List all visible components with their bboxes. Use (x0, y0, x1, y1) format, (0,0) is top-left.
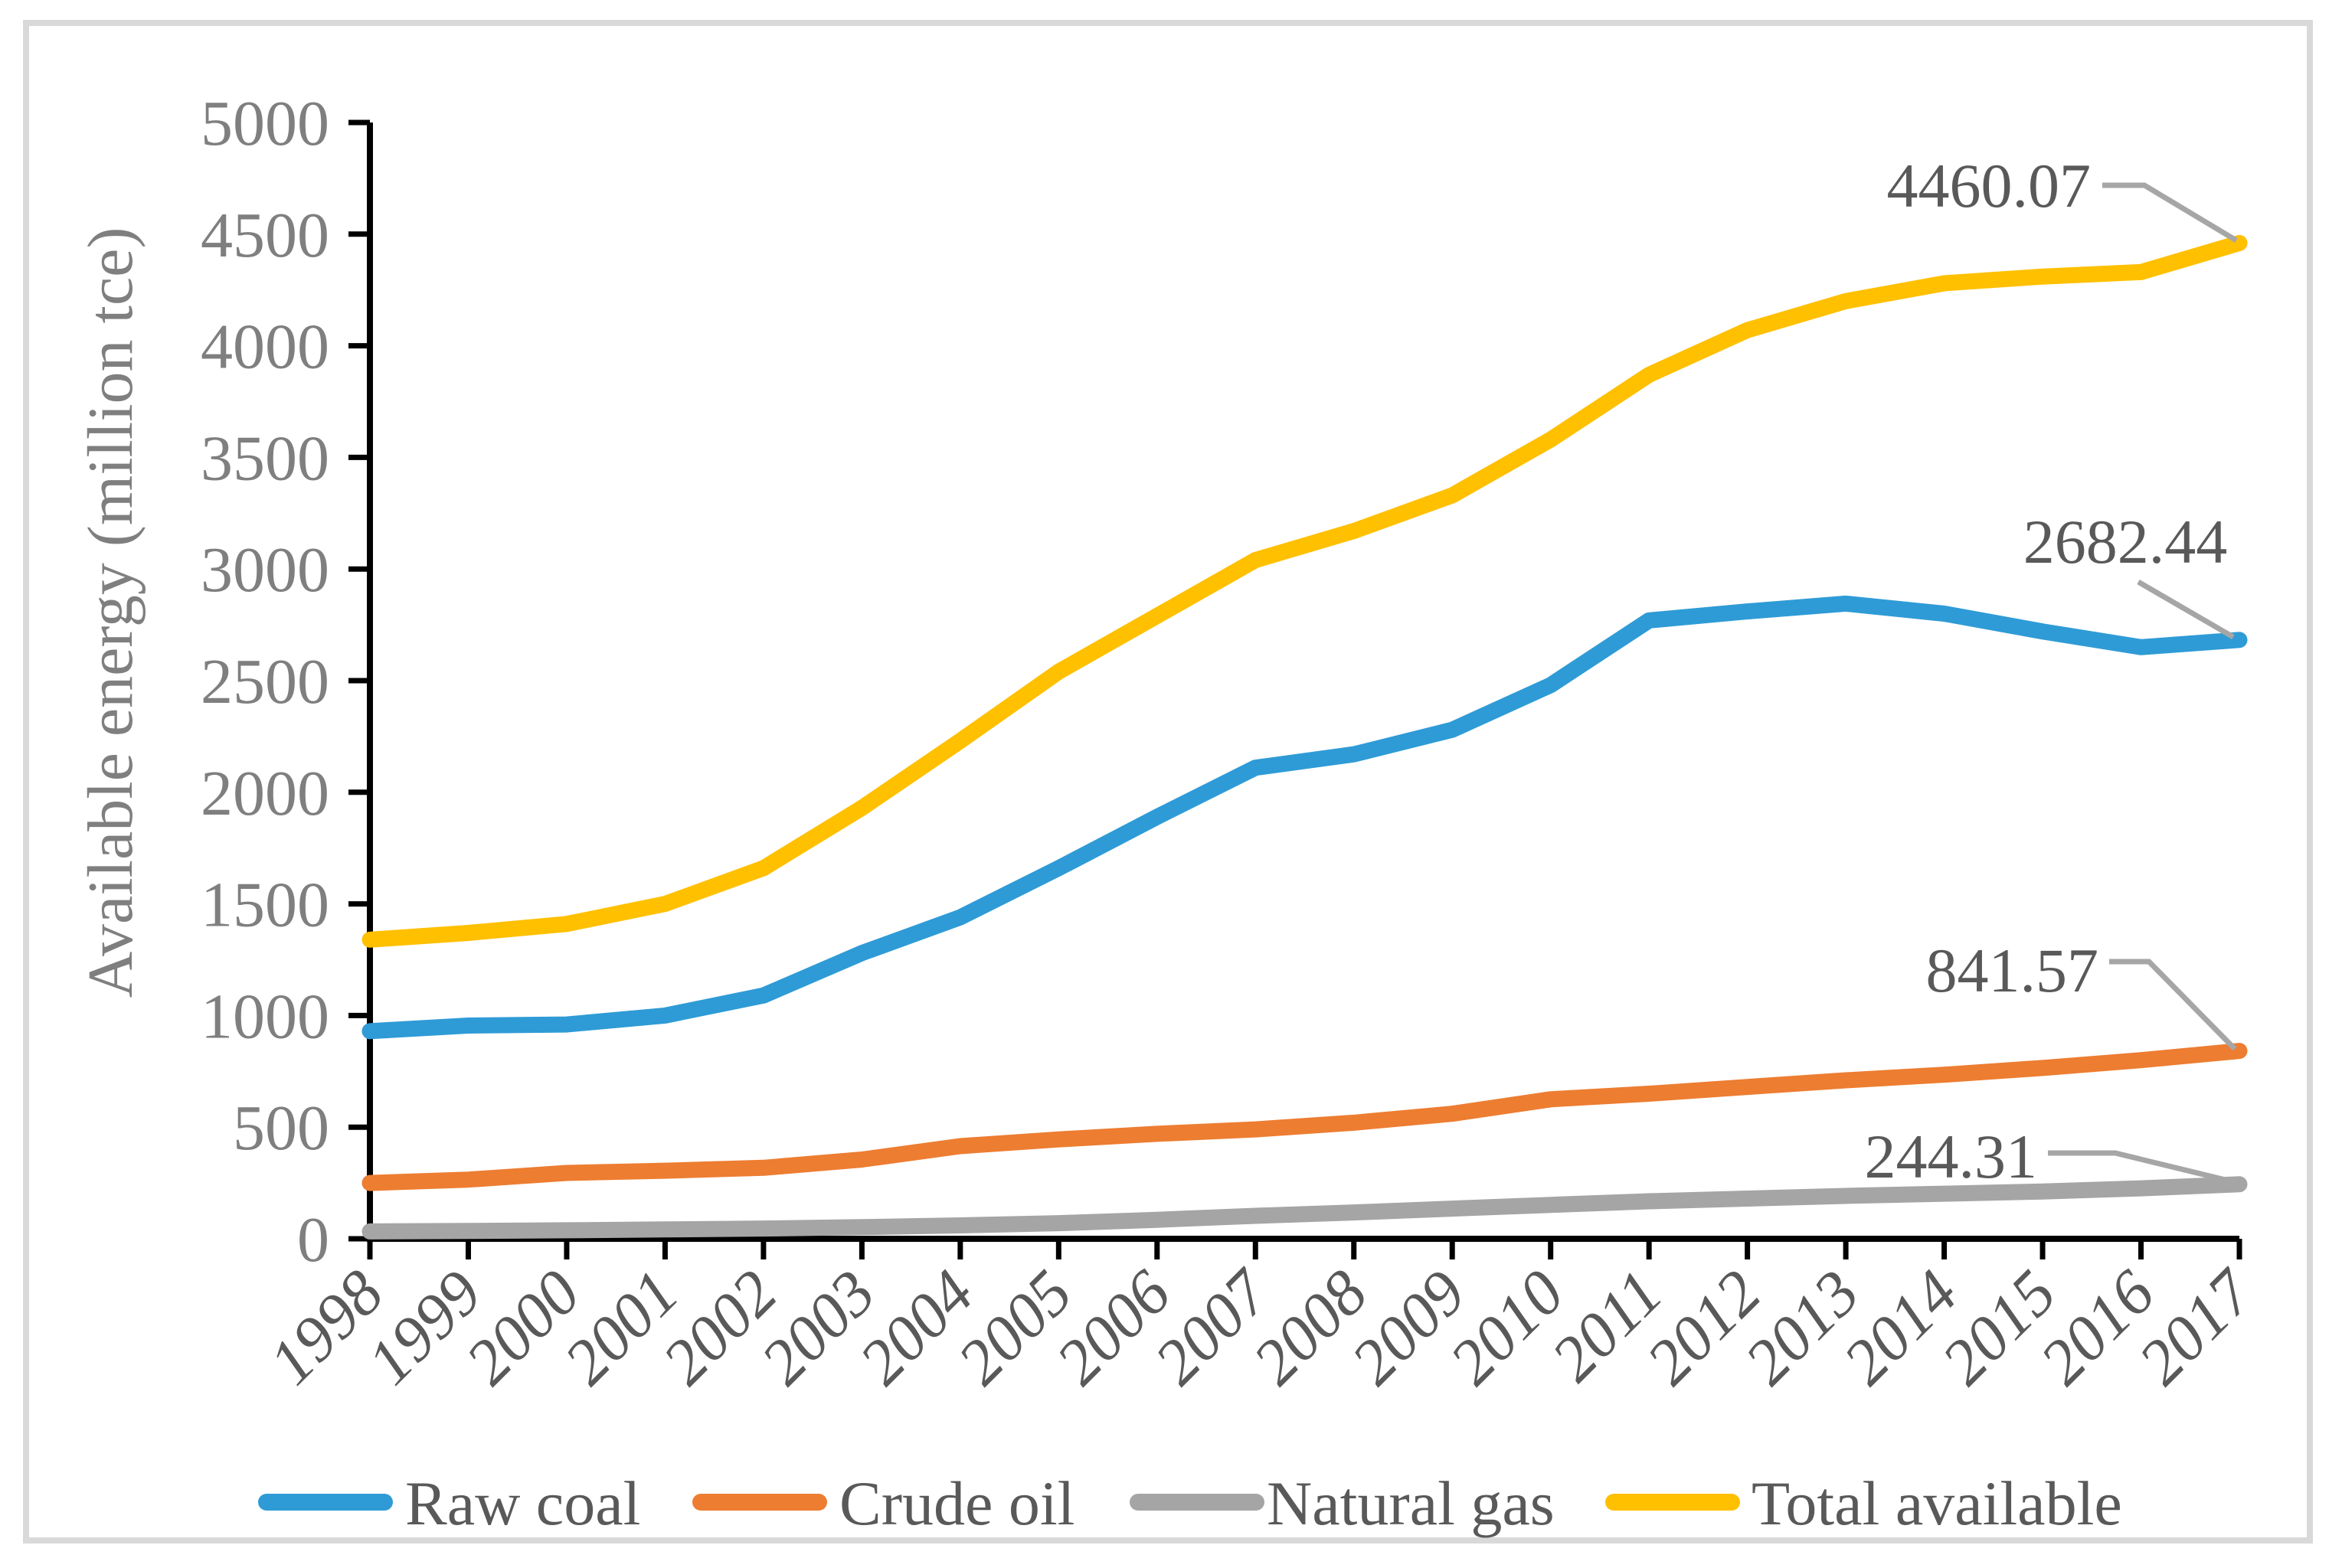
figure-border (23, 20, 2313, 1544)
y-tick-label-3500: 3500 (201, 423, 329, 494)
leader-raw-coal (2137, 579, 2235, 640)
legend-label-natural-gas: Natural gas (1267, 1468, 1555, 1538)
data-label-leaders (2048, 182, 2238, 1185)
leader-natural-gas (2048, 1150, 2236, 1185)
data-label-crude-oil: 841.57 (1926, 936, 2099, 1005)
series-line-total-available (361, 234, 2248, 948)
legend-label-total-available: Total available (1752, 1468, 2122, 1538)
y-axis-ticks: 0 500 1000 1500 2000 2500 3000 3500 4000 4500 5000 (201, 88, 370, 1276)
y-tick-label-4500: 4500 (201, 200, 329, 271)
data-label-natural-gas: 244.31 (1865, 1122, 2038, 1191)
legend-label-raw-coal: Raw coal (405, 1468, 640, 1538)
y-tick-label-2000: 2000 (201, 758, 329, 829)
y-tick-label-1000: 1000 (201, 981, 329, 1052)
y-tick-label-2500: 2500 (201, 646, 329, 717)
legend-label-crude-oil: Crude oil (839, 1468, 1075, 1538)
data-label-raw-coal: 2682.44 (2023, 507, 2228, 577)
data-labels: 4460.07 2682.44 841.57 244.31 (1865, 151, 2228, 1191)
data-label-total-available: 4460.07 (1887, 151, 2092, 220)
legend: Raw coal Crude oil Natural gas Total availa… (258, 1468, 2122, 1538)
y-tick-label-3000: 3000 (201, 534, 329, 606)
x-tick-label-2017: 2017 (2125, 1256, 2268, 1399)
series-line-raw-coal (361, 595, 2248, 1040)
y-tick-label-4000: 4000 (201, 312, 329, 383)
series-line-crude-oil (361, 1043, 2248, 1191)
leader-crude-oil (2109, 959, 2237, 1051)
y-tick-label-0: 0 (297, 1204, 329, 1276)
series-line-natural-gas (361, 1176, 2248, 1240)
y-tick-label-5000: 5000 (201, 88, 329, 159)
y-tick-label-1500: 1500 (201, 870, 329, 941)
series-lines (361, 234, 2248, 1240)
x-axis-ticks: 1998199920002001200220032004200520062007… (256, 1239, 2268, 1398)
leader-total-available (2102, 182, 2238, 243)
y-tick-label-500: 500 (233, 1093, 329, 1164)
y-axis-title: Available energy (million tce) (75, 227, 146, 998)
